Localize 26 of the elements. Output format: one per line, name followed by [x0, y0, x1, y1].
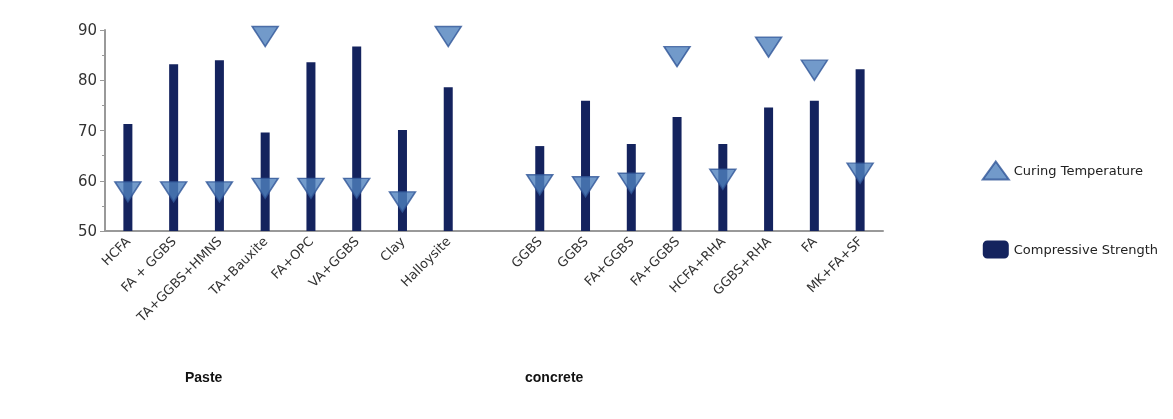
- y-tick-label: 50: [77, 222, 97, 240]
- point: [709, 168, 737, 190]
- point: [297, 177, 325, 200]
- point: [754, 36, 783, 58]
- point: [159, 181, 188, 203]
- point: [114, 181, 142, 203]
- point: [388, 191, 417, 213]
- point: [571, 176, 600, 198]
- point: [251, 25, 279, 48]
- legend-label: Curing Temperature: [1013, 163, 1144, 178]
- text: concrete: [525, 369, 584, 385]
- point: [526, 174, 554, 196]
- y-tick-label: 90: [77, 21, 97, 39]
- text: Paste: [185, 369, 223, 385]
- point: [205, 181, 234, 203]
- point: [434, 25, 462, 48]
- point: [251, 177, 279, 200]
- legend-label: Compressive Strength: [1013, 242, 1158, 257]
- y-tick-label: 80: [77, 71, 97, 90]
- y-tick-label: 70: [77, 121, 97, 140]
- point: [663, 45, 691, 68]
- point: [800, 59, 829, 81]
- point: [342, 177, 371, 200]
- point: [617, 172, 646, 195]
- point: [846, 162, 874, 184]
- y-tick-label: 60: [77, 171, 97, 190]
